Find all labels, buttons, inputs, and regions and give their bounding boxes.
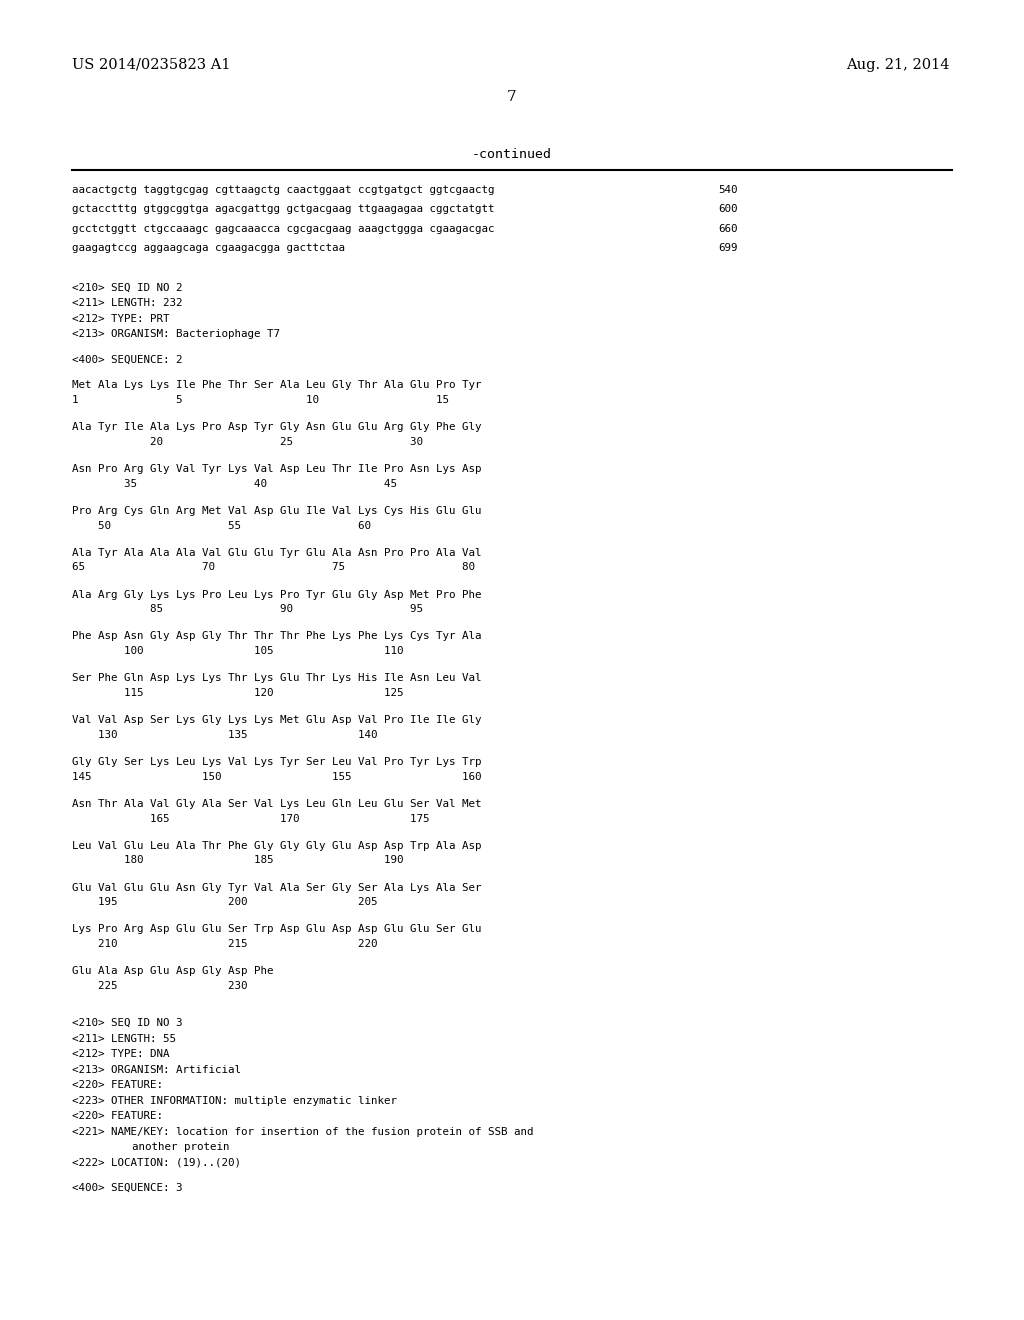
Text: <400> SEQUENCE: 3: <400> SEQUENCE: 3 xyxy=(72,1183,182,1193)
Text: Phe Asp Asn Gly Asp Gly Thr Thr Thr Phe Lys Phe Lys Cys Tyr Ala: Phe Asp Asn Gly Asp Gly Thr Thr Thr Phe … xyxy=(72,631,481,642)
Text: <223> OTHER INFORMATION: multiple enzymatic linker: <223> OTHER INFORMATION: multiple enzyma… xyxy=(72,1096,397,1106)
Text: 130                 135                 140: 130 135 140 xyxy=(72,730,378,739)
Text: <220> FEATURE:: <220> FEATURE: xyxy=(72,1111,163,1121)
Text: 180                 185                 190: 180 185 190 xyxy=(72,855,403,866)
Text: Ser Phe Gln Asp Lys Lys Thr Lys Glu Thr Lys His Ile Asn Leu Val: Ser Phe Gln Asp Lys Lys Thr Lys Glu Thr … xyxy=(72,673,481,684)
Text: gaagagtccg aggaagcaga cgaagacgga gacttctaa: gaagagtccg aggaagcaga cgaagacgga gacttct… xyxy=(72,243,345,253)
Text: 50                  55                  60: 50 55 60 xyxy=(72,520,371,531)
Text: 165                 170                 175: 165 170 175 xyxy=(72,813,429,824)
Text: US 2014/0235823 A1: US 2014/0235823 A1 xyxy=(72,58,230,73)
Text: 35                  40                  45: 35 40 45 xyxy=(72,479,397,488)
Text: Asn Thr Ala Val Gly Ala Ser Val Lys Leu Gln Leu Glu Ser Val Met: Asn Thr Ala Val Gly Ala Ser Val Lys Leu … xyxy=(72,799,481,809)
Text: 540: 540 xyxy=(718,185,737,195)
Text: Glu Val Glu Glu Asn Gly Tyr Val Ala Ser Gly Ser Ala Lys Ala Ser: Glu Val Glu Glu Asn Gly Tyr Val Ala Ser … xyxy=(72,883,481,892)
Text: Ala Tyr Ala Ala Ala Val Glu Glu Tyr Glu Ala Asn Pro Pro Ala Val: Ala Tyr Ala Ala Ala Val Glu Glu Tyr Glu … xyxy=(72,548,481,557)
Text: 85                  90                  95: 85 90 95 xyxy=(72,605,423,614)
Text: <222> LOCATION: (19)..(20): <222> LOCATION: (19)..(20) xyxy=(72,1158,241,1168)
Text: Aug. 21, 2014: Aug. 21, 2014 xyxy=(847,58,950,73)
Text: <212> TYPE: PRT: <212> TYPE: PRT xyxy=(72,314,170,323)
Text: 210                 215                 220: 210 215 220 xyxy=(72,939,378,949)
Text: 7: 7 xyxy=(507,90,517,104)
Text: <221> NAME/KEY: location for insertion of the fusion protein of SSB and: <221> NAME/KEY: location for insertion o… xyxy=(72,1127,534,1137)
Text: aacactgctg taggtgcgag cgttaagctg caactggaat ccgtgatgct ggtcgaactg: aacactgctg taggtgcgag cgttaagctg caactgg… xyxy=(72,185,495,195)
Text: <211> LENGTH: 55: <211> LENGTH: 55 xyxy=(72,1034,176,1044)
Text: 145                 150                 155                 160: 145 150 155 160 xyxy=(72,772,481,781)
Text: gctacctttg gtggcggtga agacgattgg gctgacgaag ttgaagagaa cggctatgtt: gctacctttg gtggcggtga agacgattgg gctgacg… xyxy=(72,205,495,214)
Text: 600: 600 xyxy=(718,205,737,214)
Text: 195                 200                 205: 195 200 205 xyxy=(72,898,378,907)
Text: 20                  25                  30: 20 25 30 xyxy=(72,437,423,447)
Text: Met Ala Lys Lys Ile Phe Thr Ser Ala Leu Gly Thr Ala Glu Pro Tyr: Met Ala Lys Lys Ile Phe Thr Ser Ala Leu … xyxy=(72,380,481,391)
Text: 1               5                   10                  15: 1 5 10 15 xyxy=(72,395,449,405)
Text: another protein: another protein xyxy=(132,1142,229,1152)
Text: 115                 120                 125: 115 120 125 xyxy=(72,688,403,698)
Text: <213> ORGANISM: Artificial: <213> ORGANISM: Artificial xyxy=(72,1065,241,1074)
Text: Pro Arg Cys Gln Arg Met Val Asp Glu Ile Val Lys Cys His Glu Glu: Pro Arg Cys Gln Arg Met Val Asp Glu Ile … xyxy=(72,506,481,516)
Text: Lys Pro Arg Asp Glu Glu Ser Trp Asp Glu Asp Asp Glu Glu Ser Glu: Lys Pro Arg Asp Glu Glu Ser Trp Asp Glu … xyxy=(72,924,481,935)
Text: <400> SEQUENCE: 2: <400> SEQUENCE: 2 xyxy=(72,355,182,364)
Text: Leu Val Glu Leu Ala Thr Phe Gly Gly Gly Glu Asp Asp Trp Ala Asp: Leu Val Glu Leu Ala Thr Phe Gly Gly Gly … xyxy=(72,841,481,850)
Text: Val Val Asp Ser Lys Gly Lys Lys Met Glu Asp Val Pro Ile Ile Gly: Val Val Asp Ser Lys Gly Lys Lys Met Glu … xyxy=(72,715,481,725)
Text: <210> SEQ ID NO 3: <210> SEQ ID NO 3 xyxy=(72,1018,182,1028)
Text: Ala Tyr Ile Ala Lys Pro Asp Tyr Gly Asn Glu Glu Arg Gly Phe Gly: Ala Tyr Ile Ala Lys Pro Asp Tyr Gly Asn … xyxy=(72,422,481,432)
Text: Glu Ala Asp Glu Asp Gly Asp Phe: Glu Ala Asp Glu Asp Gly Asp Phe xyxy=(72,966,273,977)
Text: 65                  70                  75                  80: 65 70 75 80 xyxy=(72,562,475,573)
Text: <211> LENGTH: 232: <211> LENGTH: 232 xyxy=(72,298,182,308)
Text: gcctctggtt ctgccaaagc gagcaaacca cgcgacgaag aaagctggga cgaagacgac: gcctctggtt ctgccaaagc gagcaaacca cgcgacg… xyxy=(72,224,495,234)
Text: <210> SEQ ID NO 2: <210> SEQ ID NO 2 xyxy=(72,282,182,293)
Text: -continued: -continued xyxy=(472,148,552,161)
Text: 699: 699 xyxy=(718,243,737,253)
Text: 100                 105                 110: 100 105 110 xyxy=(72,645,403,656)
Text: Ala Arg Gly Lys Lys Pro Leu Lys Pro Tyr Glu Gly Asp Met Pro Phe: Ala Arg Gly Lys Lys Pro Leu Lys Pro Tyr … xyxy=(72,590,481,599)
Text: <212> TYPE: DNA: <212> TYPE: DNA xyxy=(72,1049,170,1059)
Text: Asn Pro Arg Gly Val Tyr Lys Val Asp Leu Thr Ile Pro Asn Lys Asp: Asn Pro Arg Gly Val Tyr Lys Val Asp Leu … xyxy=(72,465,481,474)
Text: 660: 660 xyxy=(718,224,737,234)
Text: <220> FEATURE:: <220> FEATURE: xyxy=(72,1080,163,1090)
Text: 225                 230: 225 230 xyxy=(72,981,248,991)
Text: <213> ORGANISM: Bacteriophage T7: <213> ORGANISM: Bacteriophage T7 xyxy=(72,329,280,339)
Text: Gly Gly Ser Lys Leu Lys Val Lys Tyr Ser Leu Val Pro Tyr Lys Trp: Gly Gly Ser Lys Leu Lys Val Lys Tyr Ser … xyxy=(72,756,481,767)
